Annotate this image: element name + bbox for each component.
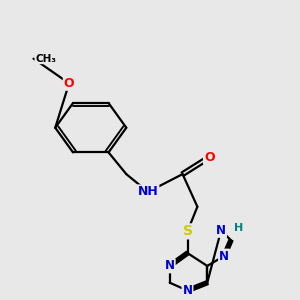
Text: O: O (64, 77, 74, 90)
Text: S: S (182, 224, 193, 239)
Text: H: H (234, 224, 244, 233)
Text: NH: NH (138, 185, 158, 198)
Text: N: N (219, 250, 229, 262)
Text: N: N (165, 260, 175, 272)
Text: O: O (204, 151, 214, 164)
Text: N: N (216, 224, 226, 237)
Text: N: N (182, 284, 193, 297)
Text: CH₃: CH₃ (35, 54, 56, 64)
